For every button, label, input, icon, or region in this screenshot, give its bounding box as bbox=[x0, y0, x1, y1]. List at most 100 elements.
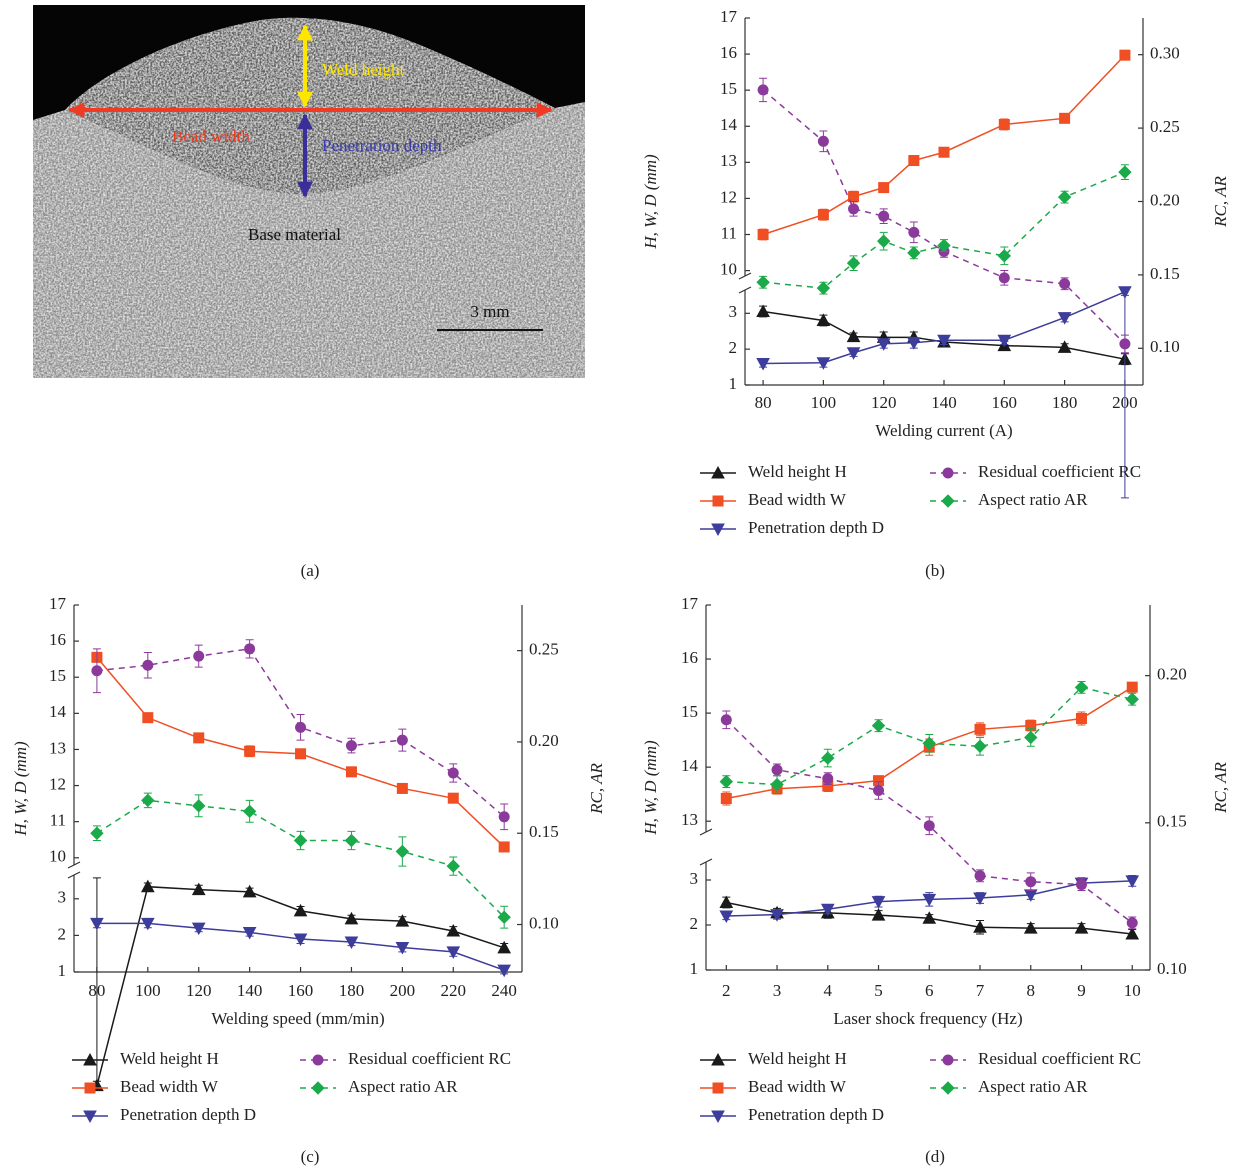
marker bbox=[140, 917, 155, 931]
axis-break bbox=[699, 858, 713, 866]
y-tick-label: 13 bbox=[681, 810, 698, 829]
scale-bar-label: 3 mm bbox=[470, 302, 509, 321]
marker bbox=[295, 748, 307, 760]
marker bbox=[293, 933, 308, 947]
marker bbox=[1075, 879, 1087, 891]
x-tick-label: 3 bbox=[773, 981, 782, 1000]
marker bbox=[344, 833, 359, 848]
marker bbox=[193, 650, 205, 662]
marker bbox=[876, 234, 891, 248]
y-tick-label: 15 bbox=[720, 79, 737, 98]
axis-break bbox=[738, 272, 752, 280]
marker bbox=[756, 275, 770, 289]
y2-tick-label: 0.25 bbox=[529, 640, 559, 659]
legend-marker bbox=[711, 523, 725, 537]
y-tick-label: 2 bbox=[690, 914, 699, 933]
axis-break bbox=[699, 828, 713, 836]
y-tick-label: 15 bbox=[681, 702, 698, 721]
y2-axis-label: RC, AR bbox=[1211, 762, 1230, 814]
y-tick-label: 10 bbox=[720, 259, 737, 278]
marker bbox=[396, 782, 408, 794]
y2-tick-label: 0.10 bbox=[1157, 959, 1187, 978]
marker bbox=[140, 879, 155, 893]
caption: (c) bbox=[301, 1147, 320, 1166]
marker bbox=[922, 893, 937, 907]
marker bbox=[141, 793, 155, 808]
marker bbox=[770, 909, 784, 922]
legend-marker bbox=[711, 465, 725, 479]
marker bbox=[446, 946, 461, 959]
y-tick-label: 1 bbox=[690, 959, 699, 978]
marker bbox=[293, 833, 308, 848]
x-tick-label: 8 bbox=[1027, 981, 1036, 1000]
y-tick-label: 16 bbox=[49, 630, 66, 649]
marker bbox=[974, 723, 986, 735]
marker bbox=[446, 923, 461, 937]
marker bbox=[345, 740, 357, 752]
marker bbox=[1118, 286, 1132, 299]
y-tick-label: 3 bbox=[690, 869, 699, 888]
y-tick-label: 13 bbox=[720, 151, 737, 170]
legend-label: Bead width W bbox=[120, 1077, 219, 1096]
y-tick-label: 13 bbox=[49, 738, 66, 757]
marker bbox=[922, 911, 937, 924]
marker bbox=[998, 272, 1010, 284]
legend-label: Penetration depth D bbox=[748, 518, 884, 537]
y2-tick-label: 0.30 bbox=[1150, 44, 1180, 63]
x-tick-label: 140 bbox=[931, 393, 957, 412]
marker bbox=[908, 155, 920, 167]
y-tick-label: 10 bbox=[49, 847, 66, 866]
marker bbox=[871, 908, 886, 921]
axis-break bbox=[67, 861, 81, 869]
y-tick-label: 17 bbox=[720, 7, 738, 26]
marker bbox=[974, 870, 986, 882]
marker bbox=[1118, 165, 1132, 179]
marker bbox=[923, 820, 935, 832]
legend-marker bbox=[942, 467, 954, 479]
legend-marker bbox=[712, 495, 724, 507]
marker bbox=[822, 773, 834, 785]
marker bbox=[922, 736, 936, 751]
marker bbox=[997, 249, 1012, 263]
marker bbox=[395, 941, 410, 955]
y2-tick-label: 0.15 bbox=[529, 822, 559, 841]
marker bbox=[816, 313, 831, 326]
y2-tick-label: 0.10 bbox=[529, 913, 559, 932]
x-tick-label: 220 bbox=[441, 981, 467, 1000]
y-tick-label: 17 bbox=[49, 594, 67, 613]
y-tick-label: 3 bbox=[729, 302, 738, 321]
x-tick-label: 160 bbox=[992, 393, 1018, 412]
x-tick-label: 140 bbox=[237, 981, 263, 1000]
marker bbox=[878, 182, 890, 194]
marker bbox=[1023, 921, 1038, 934]
marker bbox=[1059, 112, 1071, 124]
marker bbox=[142, 712, 154, 724]
marker bbox=[908, 226, 920, 238]
marker bbox=[446, 859, 460, 873]
marker bbox=[242, 884, 257, 898]
legend-marker bbox=[84, 1082, 96, 1094]
marker bbox=[1075, 713, 1087, 724]
marker bbox=[344, 936, 359, 950]
x-tick-label: 100 bbox=[811, 393, 837, 412]
marker bbox=[191, 882, 206, 896]
x-axis-label: Welding speed (mm/min) bbox=[211, 1009, 384, 1028]
marker bbox=[821, 751, 835, 765]
marker bbox=[498, 841, 510, 853]
legend-marker bbox=[941, 494, 955, 508]
marker bbox=[90, 826, 104, 840]
y-tick-label: 14 bbox=[720, 115, 738, 134]
marker bbox=[497, 910, 511, 924]
marker bbox=[757, 229, 769, 241]
x-axis-label: Laser shock frequency (Hz) bbox=[833, 1009, 1022, 1028]
marker bbox=[973, 739, 987, 753]
x-tick-label: 240 bbox=[491, 981, 517, 1000]
x-tick-label: 180 bbox=[339, 981, 365, 1000]
marker bbox=[816, 357, 831, 370]
series-line bbox=[96, 922, 505, 971]
legend-label: Aspect ratio AR bbox=[978, 1077, 1088, 1096]
x-tick-label: 2 bbox=[722, 981, 731, 1000]
y-tick-label: 11 bbox=[50, 811, 66, 830]
legend-label: Aspect ratio AR bbox=[348, 1077, 458, 1096]
